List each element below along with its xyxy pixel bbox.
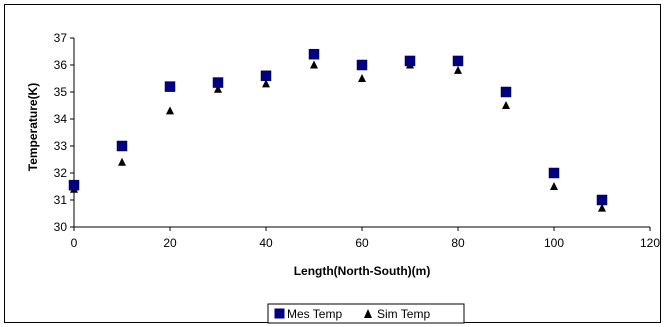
mes-temp-point: [212, 77, 224, 88]
x-tick-label: 0: [71, 236, 78, 250]
x-tick-label: 100: [544, 236, 564, 250]
mes-temp-point: [164, 81, 176, 92]
x-tick-label: 40: [259, 236, 273, 250]
mes-temp-point: [116, 140, 128, 152]
mes-temp-point: [260, 70, 272, 82]
legend: Mes Temp Sim Temp: [267, 303, 465, 324]
y-tick-label: 32: [54, 166, 68, 180]
legend-marker-sim-temp: [364, 309, 372, 318]
y-tick-label: 31: [54, 193, 68, 207]
tick-labels: 0 20 40 60 80 100 120 30 31 32 33 34 35 36 37: [54, 31, 661, 250]
y-tick-label: 37: [54, 31, 68, 45]
sim-temp-point: [310, 60, 318, 69]
sim-temp-point: [454, 65, 462, 74]
sim-temp-point: [550, 182, 558, 190]
y-axis-title: Temperature(K): [26, 83, 40, 171]
y-tick-label: 30: [54, 220, 68, 234]
y-tick-label: 36: [54, 58, 68, 72]
x-axis-title: Length(North-South)(m): [294, 264, 431, 278]
legend-label-sim-temp: Sim Temp: [377, 307, 430, 321]
mes-temp-point: [68, 179, 80, 191]
y-tick-label: 34: [54, 112, 68, 126]
x-tick-label: 20: [163, 236, 177, 250]
sim-temp-point: [358, 74, 366, 82]
legend-label-mes-temp: Mes Temp: [287, 307, 342, 321]
chart-frame: [4, 4, 661, 323]
legend-marker-mes-temp: [274, 308, 285, 319]
mes-temp-point: [548, 167, 560, 179]
y-tick-label: 33: [54, 139, 68, 153]
mes-temp-point: [356, 59, 368, 71]
x-tick-label: 60: [355, 236, 369, 250]
sim-temp-point: [262, 79, 270, 88]
sim-temp-point: [166, 106, 174, 115]
mes-temp-point: [596, 194, 608, 206]
x-tick-label: 80: [451, 236, 465, 250]
sim-temp-point: [214, 84, 222, 93]
data-marks: [68, 48, 608, 212]
x-tick-label: 120: [640, 236, 660, 250]
sim-temp-point: [598, 203, 606, 212]
axes: [70, 37, 651, 231]
y-tick-label: 35: [54, 85, 68, 99]
mes-temp-point: [452, 55, 464, 67]
mes-temp-point: [500, 86, 512, 98]
mes-temp-point: [308, 48, 320, 60]
sim-temp-point: [118, 157, 126, 166]
mes-temp-point: [404, 55, 416, 67]
sim-temp-point: [502, 101, 510, 109]
